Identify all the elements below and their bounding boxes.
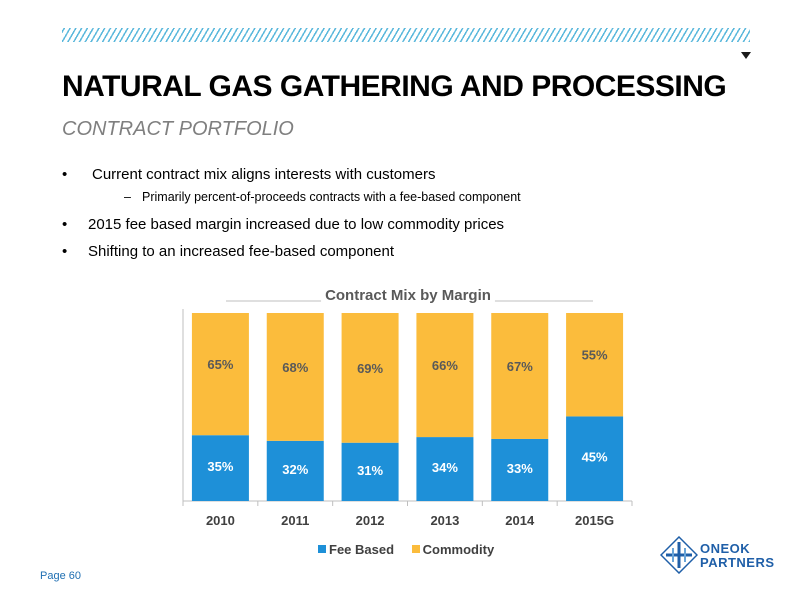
bar-commodity bbox=[191, 313, 249, 436]
data-label-commodity: 67% bbox=[507, 359, 533, 374]
bar-commodity bbox=[341, 313, 399, 443]
data-label-fee-based: 32% bbox=[282, 462, 308, 477]
sub-bullet-dash-icon: – bbox=[124, 190, 131, 204]
bullet-dot-icon: • bbox=[62, 243, 68, 260]
bullet-text: 2015 fee based margin increased due to l… bbox=[88, 216, 505, 233]
x-tick-label: 2014 bbox=[505, 513, 535, 528]
logo-wordmark: ONEOK PARTNERS bbox=[700, 542, 775, 570]
x-tick-label: 2013 bbox=[430, 513, 459, 528]
chart-title-backdrop bbox=[321, 287, 495, 304]
bar-commodity bbox=[266, 313, 324, 441]
header-stripe-band bbox=[62, 28, 750, 42]
company-logo: ONEOK PARTNERS bbox=[660, 536, 774, 576]
data-label-fee-based: 34% bbox=[432, 460, 458, 475]
legend-item-fee-based: Fee Based bbox=[318, 542, 394, 557]
bar-commodity bbox=[491, 313, 549, 439]
page-title: NATURAL GAS GATHERING AND PROCESSING bbox=[62, 70, 727, 103]
legend-swatch-fee-based bbox=[318, 545, 326, 553]
bar-fee-based bbox=[341, 442, 399, 501]
data-label-commodity: 65% bbox=[207, 357, 233, 372]
legend-swatch-commodity bbox=[411, 545, 420, 553]
chart-legend: Fee Based Commodity bbox=[318, 542, 508, 557]
bullet-text: Current contract mix aligns interests wi… bbox=[92, 166, 436, 183]
bar-commodity bbox=[416, 313, 474, 438]
logo-line-1: ONEOK bbox=[700, 541, 751, 556]
logo-line-2: PARTNERS bbox=[700, 555, 775, 570]
legend-label-commodity: Commodity bbox=[422, 542, 495, 557]
data-label-commodity: 55% bbox=[582, 348, 608, 363]
data-label-fee-based: 31% bbox=[357, 463, 383, 478]
bullet-dot-icon: • bbox=[62, 166, 68, 183]
page-number: Page 60 bbox=[40, 570, 81, 582]
page-subtitle: CONTRACT PORTFOLIO bbox=[62, 118, 294, 140]
x-tick-label: 2011 bbox=[281, 513, 309, 528]
bar-commodity bbox=[566, 313, 624, 417]
bar-fee-based bbox=[266, 440, 324, 501]
data-label-commodity: 68% bbox=[282, 360, 308, 375]
data-label-commodity: 66% bbox=[432, 358, 458, 373]
legend-label-fee-based: Fee Based bbox=[329, 542, 395, 557]
data-label-commodity: 69% bbox=[357, 361, 383, 376]
legend-item-commodity: Commodity bbox=[411, 542, 495, 557]
bar-fee-based bbox=[566, 416, 624, 501]
data-label-fee-based: 45% bbox=[582, 450, 608, 465]
chart-title: Contract Mix by Margin bbox=[325, 287, 491, 304]
x-tick-label: 2015G bbox=[575, 513, 614, 528]
caret-down-icon bbox=[741, 52, 751, 59]
bar-fee-based bbox=[191, 435, 249, 501]
bullet-text: Shifting to an increased fee-based compo… bbox=[88, 243, 395, 260]
sub-bullet-text: Primarily percent-of-proceeds contracts … bbox=[142, 190, 521, 204]
logo-mark-icon bbox=[660, 536, 698, 574]
bar-fee-based bbox=[491, 438, 549, 501]
data-label-fee-based: 33% bbox=[507, 461, 533, 476]
x-tick-label: 2010 bbox=[206, 513, 235, 528]
data-label-fee-based: 35% bbox=[207, 459, 233, 474]
bar-fee-based bbox=[416, 437, 474, 501]
x-tick-label: 2012 bbox=[356, 513, 385, 528]
bullet-dot-icon: • bbox=[62, 216, 68, 233]
